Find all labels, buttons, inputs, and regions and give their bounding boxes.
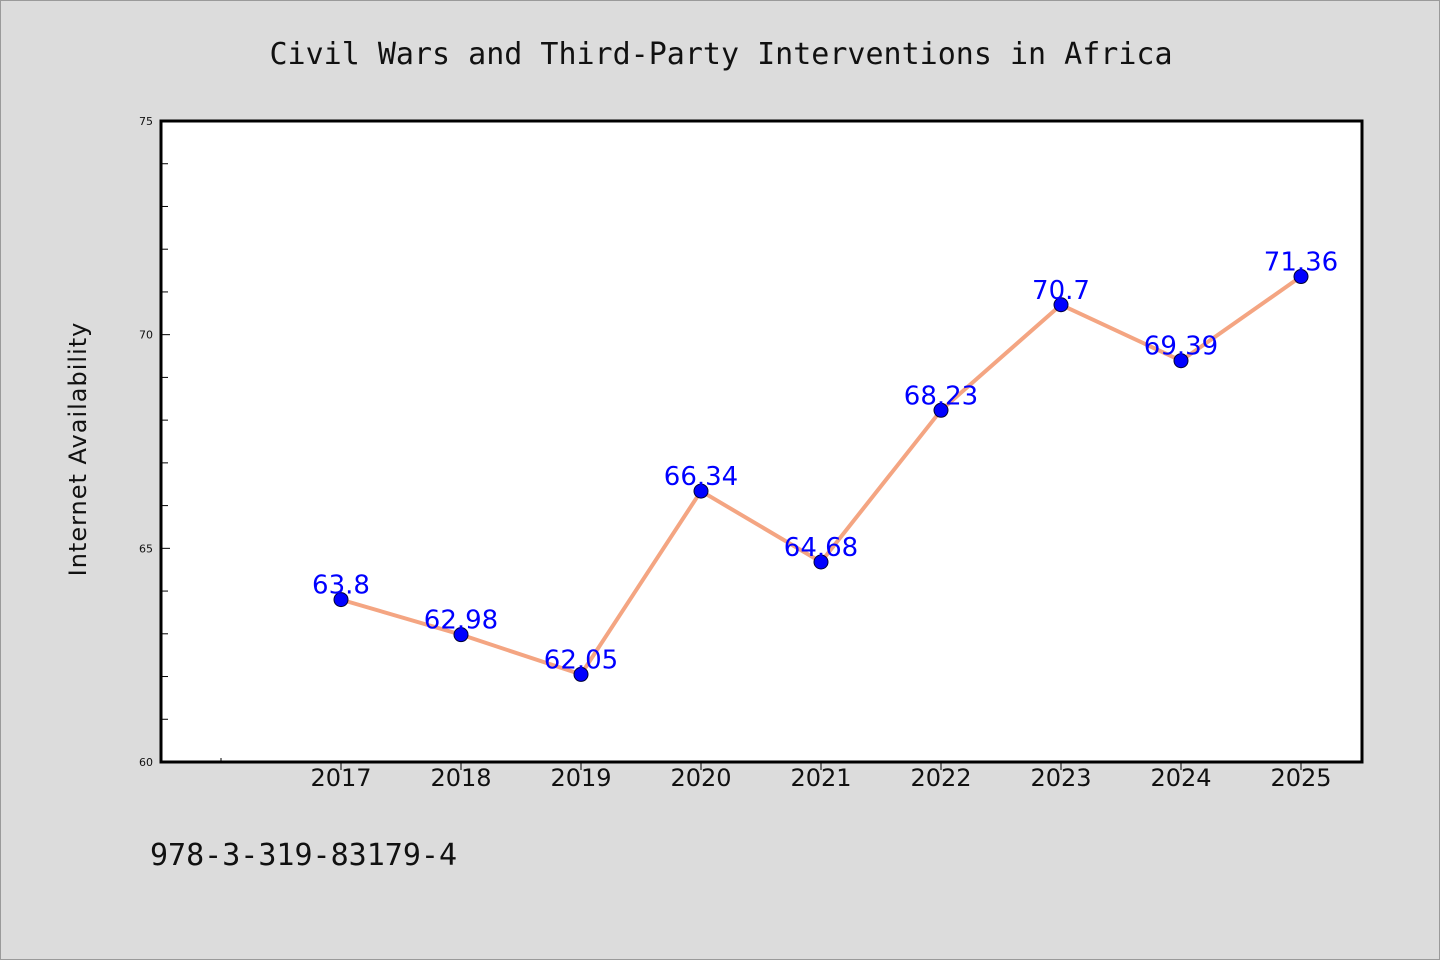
data-label: 71.36 [1264, 248, 1338, 278]
x-tick-label: 2017 [310, 764, 371, 792]
data-point [933, 402, 949, 418]
y-tick-label: 65 [139, 542, 153, 555]
data-label: 63.8 [312, 571, 370, 601]
series-layer [333, 269, 1309, 682]
data-point [573, 666, 589, 682]
data-point [453, 627, 469, 643]
data-label: 70.7 [1032, 276, 1090, 306]
x-tick-label: 2023 [1030, 764, 1091, 792]
data-point [813, 554, 829, 570]
x-tick-label: 2018 [430, 764, 491, 792]
data-point [693, 483, 709, 499]
y-axis-label: Internet Availability [64, 322, 92, 577]
data-label: 66.34 [664, 462, 738, 492]
plot-frame [159, 119, 1364, 764]
x-tick-label: 2019 [550, 764, 611, 792]
x-tick-label: 2024 [1150, 764, 1211, 792]
data-label: 62.98 [424, 606, 498, 636]
y-tick-label: 70 [139, 329, 153, 342]
chart-title: Civil Wars and Third-Party Interventions… [269, 37, 1172, 72]
data-label: 69.39 [1144, 332, 1218, 362]
data-point [333, 592, 349, 608]
data-point [1173, 353, 1189, 369]
data-point [1053, 297, 1069, 313]
y-tick-label: 75 [139, 115, 153, 128]
y-tick-label: 60 [139, 756, 153, 769]
data-labels: 63.8 62.98 62.05 66.34 64.68 68.23 70.7 69.39 71… [312, 248, 1338, 676]
x-tick-label: 2025 [1270, 764, 1331, 792]
data-point [1293, 269, 1309, 285]
data-label: 62.05 [544, 645, 618, 675]
data-label: 64.68 [784, 533, 858, 563]
data-label: 68.23 [904, 381, 978, 411]
x-axis-ticks: 2017 2018 2019 2020 2021 2022 2023 2024 2025 [220, 758, 1332, 792]
plot-area [161, 121, 1362, 762]
x-tick-label: 2021 [790, 764, 851, 792]
x-tick-label: 2022 [910, 764, 971, 792]
x-tick-label: 2020 [670, 764, 731, 792]
footnote-isbn: 978-3-319-83179-4 [150, 838, 457, 873]
